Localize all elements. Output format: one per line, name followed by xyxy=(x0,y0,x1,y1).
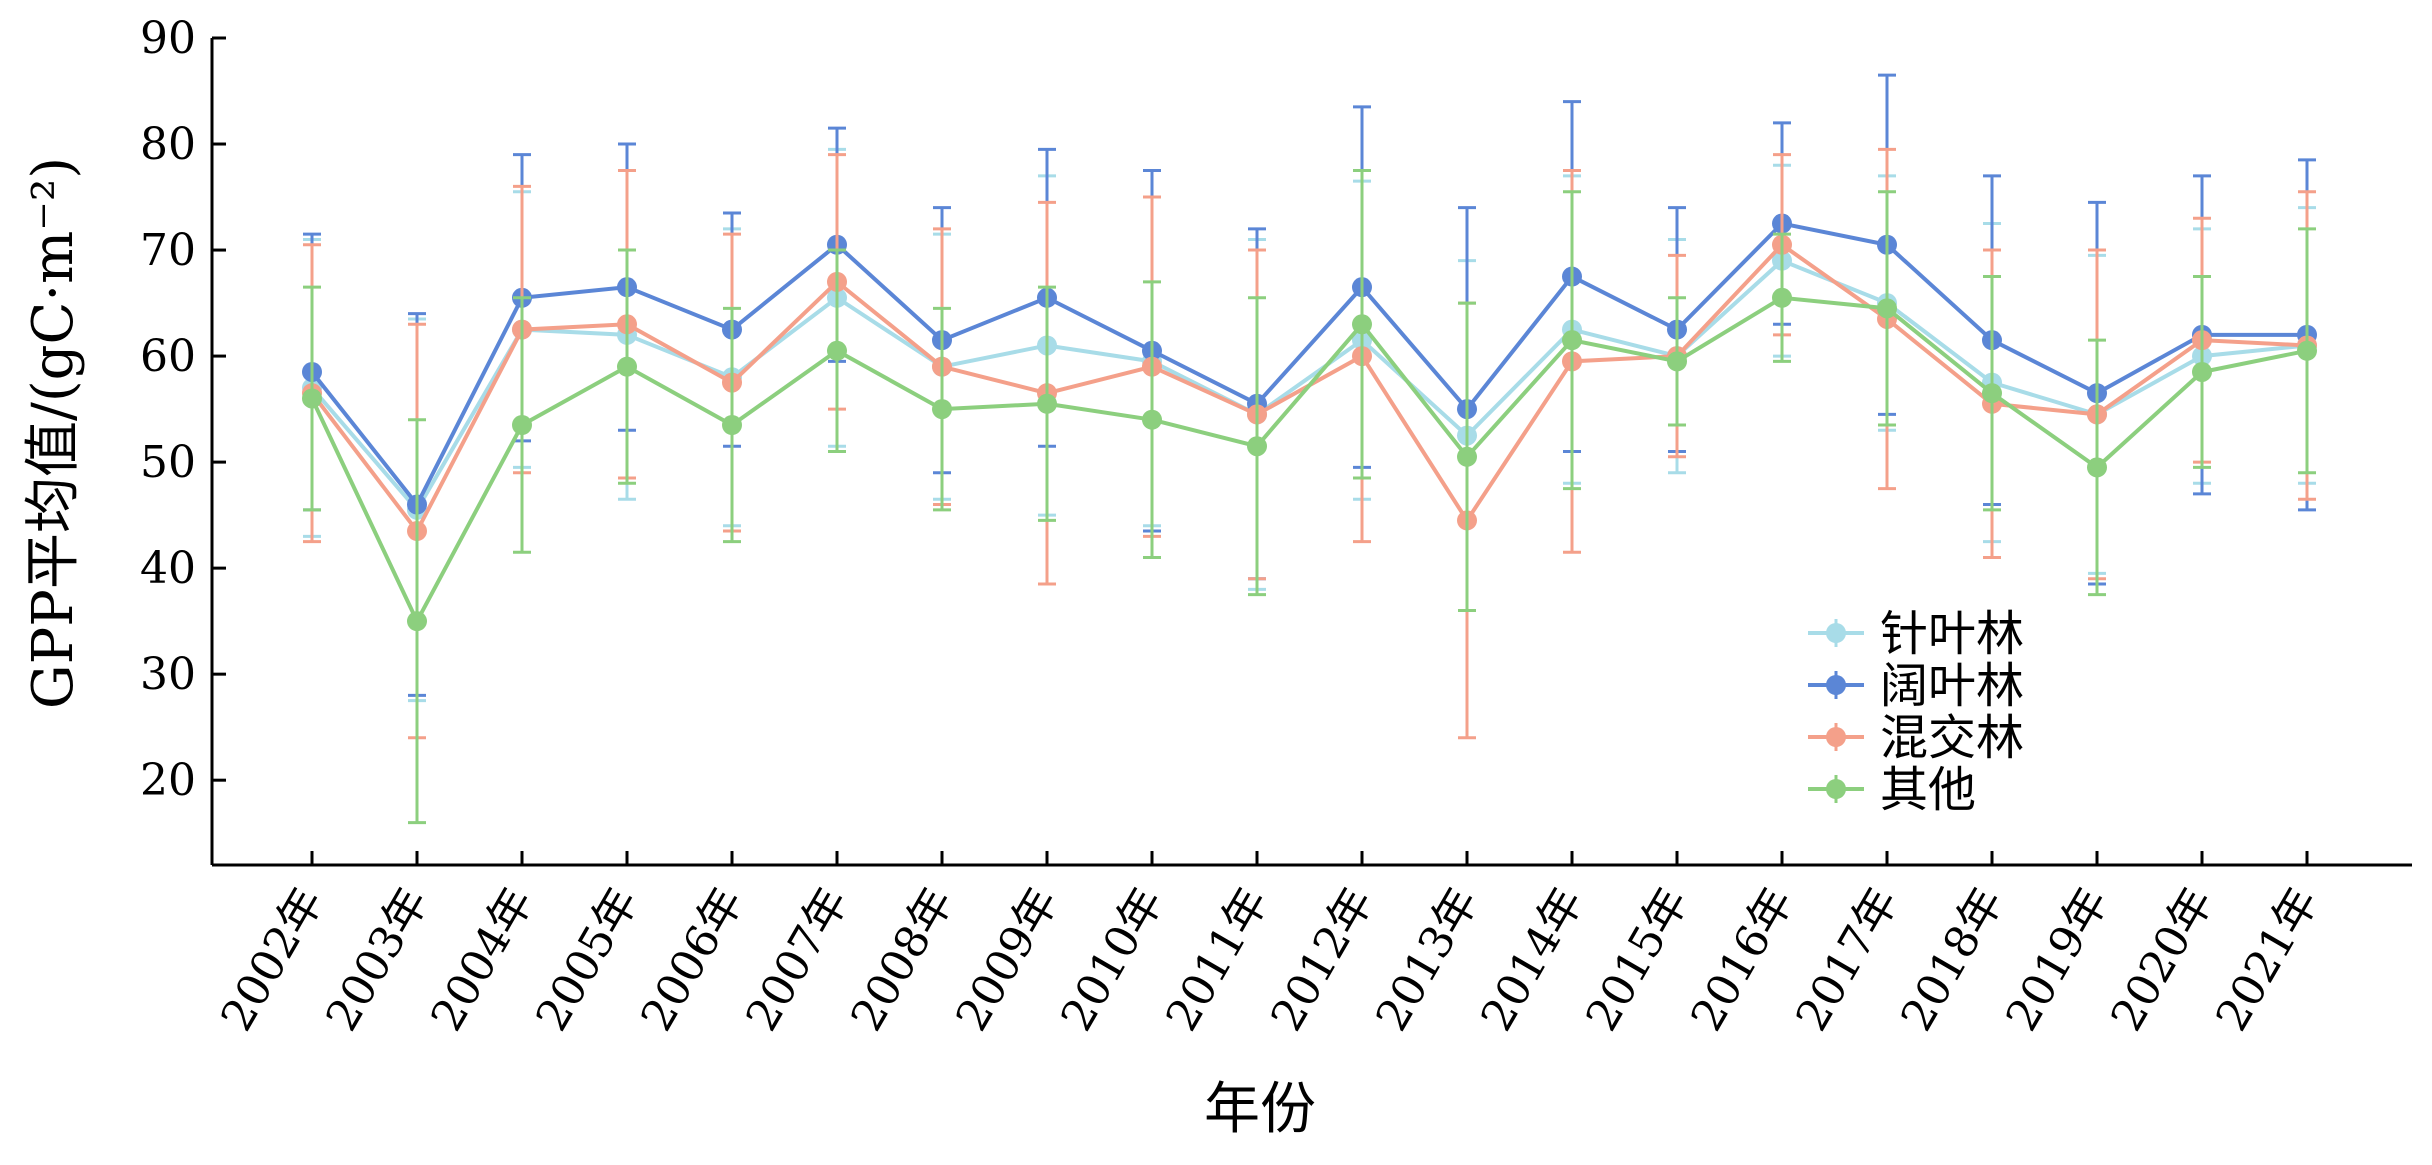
data-point xyxy=(1037,393,1057,414)
x-tick-label: 2009年 xyxy=(946,879,1068,1040)
x-tick-label: 2011年 xyxy=(1156,879,1278,1040)
x-tick-label: 2012年 xyxy=(1261,879,1383,1040)
data-point xyxy=(722,414,742,435)
y-tick-label: 80 xyxy=(140,119,196,170)
legend-marker xyxy=(1826,727,1846,747)
legend-marker xyxy=(1826,779,1846,799)
y-tick-label: 70 xyxy=(140,225,196,276)
data-point xyxy=(2297,340,2317,361)
data-point xyxy=(1352,314,1372,335)
series-line xyxy=(310,258,2308,514)
data-point xyxy=(1457,446,1477,467)
legend-item-1: 针叶林 xyxy=(1808,606,2024,662)
x-tick-label: 2013年 xyxy=(1366,879,1488,1040)
data-point xyxy=(302,388,322,409)
series-layer xyxy=(302,73,2317,825)
x-tick-label: 2004年 xyxy=(421,879,543,1040)
y-tick-label: 20 xyxy=(140,755,196,806)
legend-label: 其他 xyxy=(1880,762,1976,818)
x-tick-label: 2003年 xyxy=(316,879,438,1040)
data-point xyxy=(2087,457,2107,478)
x-tick-label: 2015年 xyxy=(1576,879,1698,1040)
x-tick-label: 2019年 xyxy=(1996,879,2118,1040)
x-tick-label: 2007年 xyxy=(736,879,858,1040)
legend-item-4: 其他 xyxy=(1808,762,1976,818)
legend-item-3: 混交林 xyxy=(1808,710,2024,766)
axes: 20 30 40 50 60 70 80 90 2002年2003年2004年2005年2006… xyxy=(140,13,2412,1040)
x-tick-label: 2010年 xyxy=(1051,879,1173,1040)
series-line xyxy=(310,295,2308,626)
x-tick-label: 2014年 xyxy=(1471,879,1593,1040)
y-tick-label: 50 xyxy=(140,437,196,488)
series-line xyxy=(310,221,2307,509)
legend-label: 阔叶林 xyxy=(1880,658,2024,714)
legend-item-2: 阔叶林 xyxy=(1808,658,2024,714)
series-4 xyxy=(302,169,2317,825)
data-point xyxy=(617,356,637,377)
x-tick-label: 2002年 xyxy=(211,879,333,1040)
data-point xyxy=(1772,287,1792,308)
data-point xyxy=(827,340,847,361)
y-tick-label: 30 xyxy=(140,649,196,700)
data-point xyxy=(512,414,532,435)
x-axis-title: 年份 xyxy=(1204,1077,1316,1142)
legend-marker xyxy=(1826,623,1846,643)
data-point xyxy=(1877,298,1897,319)
data-point xyxy=(407,611,427,632)
legend-marker xyxy=(1826,675,1846,695)
data-point xyxy=(1982,383,2002,404)
data-point xyxy=(932,399,952,420)
x-tick-label: 2021年 xyxy=(2206,879,2328,1040)
x-tick-label: 2006年 xyxy=(631,879,753,1040)
x-tick-label: 2005年 xyxy=(526,879,648,1040)
x-tick-label: 2016年 xyxy=(1681,879,1803,1040)
legend-label: 混交林 xyxy=(1880,710,2024,766)
y-tick-label: 60 xyxy=(140,331,196,382)
y-tick-label: 40 xyxy=(140,543,196,594)
data-point xyxy=(1247,436,1267,457)
x-tick-label: 2017年 xyxy=(1786,879,1908,1040)
data-point xyxy=(1667,351,1687,372)
data-point xyxy=(1142,409,1162,430)
legend-label: 针叶林 xyxy=(1880,606,2024,662)
y-axis-title: GPP平均值/(gC·m⁻²) xyxy=(21,157,86,709)
x-tick-label: 2020年 xyxy=(2101,879,2223,1040)
x-tick-label: 2008年 xyxy=(841,879,963,1040)
x-tick-label: 2018年 xyxy=(1891,879,2013,1040)
data-point xyxy=(1562,330,1582,351)
y-tick-label: 90 xyxy=(140,13,196,64)
data-point xyxy=(2192,361,2212,382)
